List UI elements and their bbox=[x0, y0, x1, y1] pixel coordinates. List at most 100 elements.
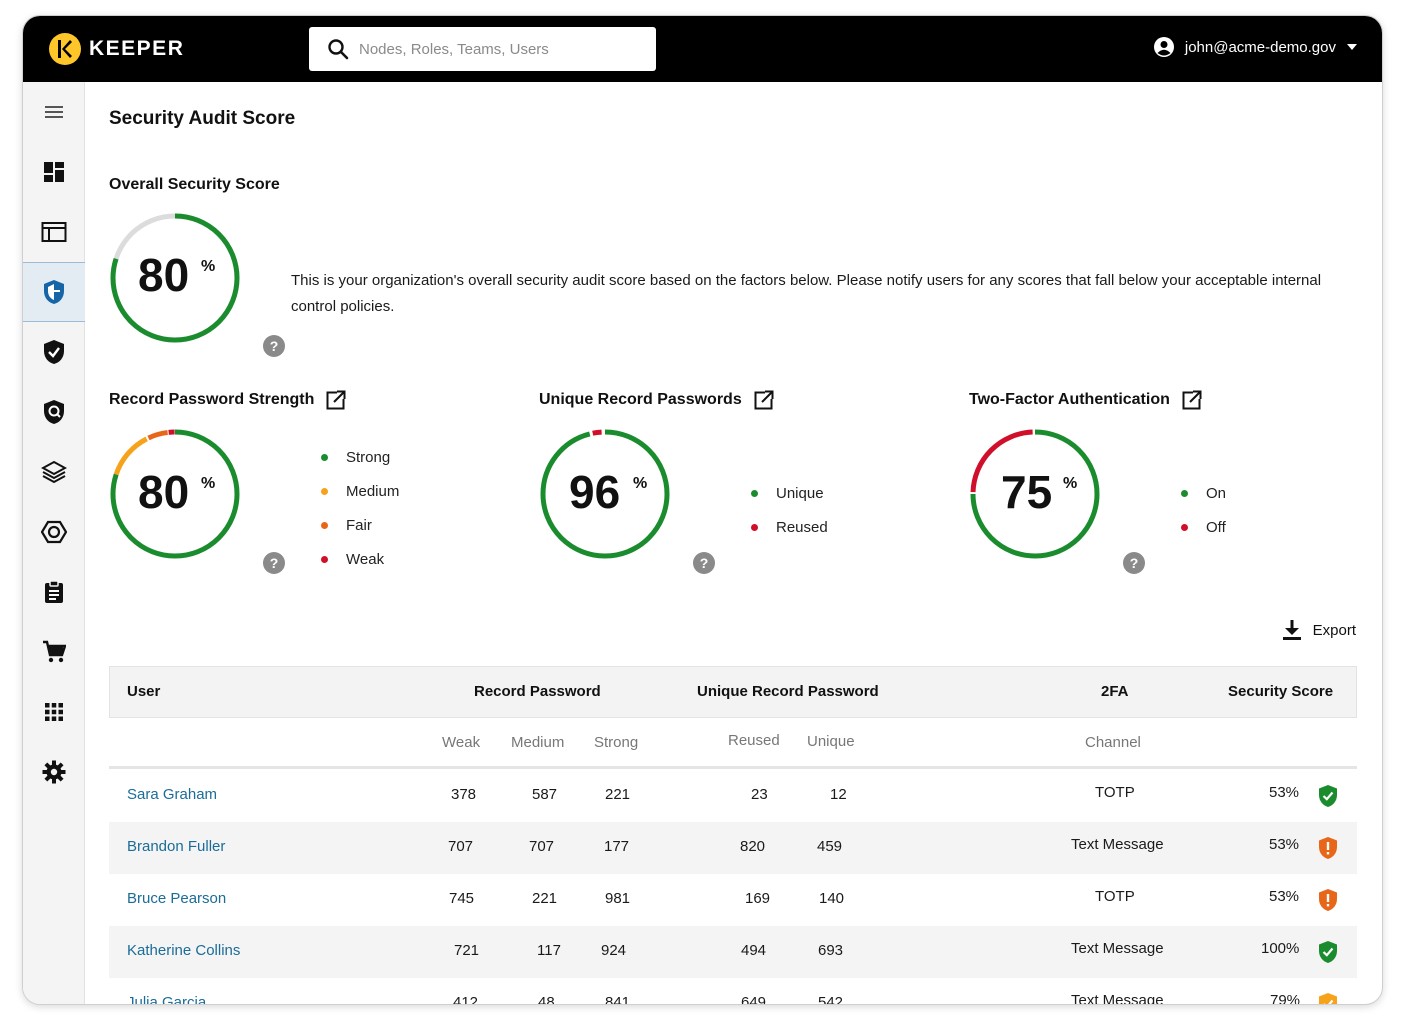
user-name-link[interactable]: Brandon Fuller bbox=[127, 838, 226, 855]
top-bar: KEEPER john@acme-demo.gov bbox=[23, 16, 1382, 82]
col-unique-record-password[interactable]: Unique Record Password bbox=[697, 683, 879, 700]
subcol-reused[interactable]: Reused bbox=[728, 732, 780, 749]
twofa-gauge: 75 % bbox=[969, 428, 1101, 560]
unique-passwords-help-icon[interactable]: ? bbox=[693, 552, 715, 574]
sidebar-item-layers[interactable] bbox=[23, 442, 85, 502]
table-row[interactable]: Julia Garcia 412 48 841 649 542 Text Mes… bbox=[109, 978, 1357, 1005]
card-unique-passwords-header: Unique Record Passwords bbox=[539, 390, 774, 410]
subcol-channel[interactable]: Channel bbox=[1085, 734, 1141, 751]
shield-alert-icon bbox=[1319, 837, 1337, 859]
keeper-logo[interactable]: KEEPER bbox=[49, 33, 184, 65]
legend-label: Off bbox=[1206, 518, 1226, 536]
main-content: Security Audit Score Overall Security Sc… bbox=[85, 82, 1382, 1005]
password-strength-ring bbox=[110, 429, 240, 559]
col-2fa[interactable]: 2FA bbox=[1101, 683, 1129, 700]
user-email: john@acme-demo.gov bbox=[1184, 38, 1336, 56]
col-record-password[interactable]: Record Password bbox=[474, 683, 601, 700]
strong-count: 221 bbox=[605, 786, 631, 803]
subcol-unique[interactable]: Unique bbox=[807, 733, 855, 750]
sidebar-item-store[interactable] bbox=[23, 622, 85, 682]
twofa-channel: Text Message bbox=[1071, 836, 1164, 853]
external-link-icon[interactable] bbox=[1182, 390, 1202, 410]
legend-dot bbox=[321, 487, 328, 495]
chevron-down-icon bbox=[1347, 44, 1357, 50]
sidebar-menu-toggle[interactable] bbox=[23, 82, 85, 142]
col-security-score[interactable]: Security Score bbox=[1228, 683, 1334, 700]
user-name-link[interactable]: Julia Garcia bbox=[127, 994, 207, 1005]
security-audit-icon bbox=[44, 280, 64, 304]
external-link-icon[interactable] bbox=[326, 390, 347, 410]
overall-score-gauge: 80 % bbox=[109, 212, 241, 344]
user-name-link[interactable]: Bruce Pearson bbox=[127, 890, 227, 907]
reports-icon bbox=[45, 580, 63, 603]
reused-count: 820 bbox=[740, 838, 766, 855]
unique-count: 140 bbox=[819, 890, 845, 907]
shield-check-icon bbox=[1319, 993, 1337, 1004]
export-label: Export bbox=[1312, 621, 1356, 639]
table-row[interactable]: Brandon Fuller 707 707 177 820 459 Text … bbox=[109, 822, 1357, 874]
unique-count: 459 bbox=[817, 838, 843, 855]
password-strength-legend: Strong Medium Fair Weak bbox=[321, 440, 399, 576]
subcol-weak[interactable]: Weak bbox=[442, 734, 481, 751]
card-unique-passwords-title: Unique Record Passwords bbox=[539, 391, 742, 408]
user-name-link[interactable]: Sara Graham bbox=[127, 786, 218, 803]
user-menu[interactable]: john@acme-demo.gov bbox=[1153, 36, 1358, 58]
sidebar-item-compliance[interactable] bbox=[23, 382, 85, 442]
legend-dot bbox=[321, 521, 328, 529]
sidebar-item-security-audit[interactable] bbox=[23, 262, 85, 322]
twofa-score: 75 bbox=[1001, 466, 1053, 518]
overall-description: This is your organization's overall secu… bbox=[291, 272, 1322, 315]
legend-weak: Weak bbox=[321, 542, 399, 576]
twofa-channel: Text Message bbox=[1071, 940, 1164, 957]
sidebar-item-integrations[interactable] bbox=[23, 502, 85, 562]
card-password-strength-title: Record Password Strength bbox=[109, 391, 315, 408]
sidebar-item-dashboard[interactable] bbox=[23, 142, 85, 202]
legend-unique: Unique bbox=[751, 476, 828, 510]
layers-icon bbox=[41, 460, 67, 484]
security-score: 53% bbox=[1269, 836, 1300, 853]
card-2fa-title: Two-Factor Authentication bbox=[969, 391, 1170, 408]
compliance-icon bbox=[44, 400, 64, 424]
table-row[interactable]: Katherine Collins 721 117 924 494 693 Te… bbox=[109, 926, 1357, 978]
export-button[interactable]: Export bbox=[1282, 620, 1356, 640]
unique-passwords-percent: % bbox=[633, 475, 648, 492]
integrations-icon bbox=[41, 520, 67, 544]
col-user[interactable]: User bbox=[127, 683, 161, 700]
apps-grid-icon bbox=[45, 703, 63, 721]
cart-icon bbox=[43, 640, 66, 663]
strong-count: 841 bbox=[605, 994, 631, 1005]
sidebar-item-reports[interactable] bbox=[23, 562, 85, 622]
subcol-strong[interactable]: Strong bbox=[594, 734, 639, 751]
card-password-strength-header: Record Password Strength bbox=[109, 390, 347, 410]
sidebar-item-admin[interactable] bbox=[23, 202, 85, 262]
subcol-medium[interactable]: Medium bbox=[511, 734, 565, 751]
settings-icon bbox=[42, 760, 66, 784]
user-name-link[interactable]: Katherine Collins bbox=[127, 942, 241, 959]
legend-dot bbox=[321, 453, 328, 461]
sidebar-item-settings[interactable] bbox=[23, 742, 85, 802]
external-link-icon[interactable] bbox=[754, 390, 774, 410]
twofa-help-icon[interactable]: ? bbox=[1123, 552, 1145, 574]
shield-check-icon bbox=[1319, 941, 1337, 963]
overall-score-heading: Overall Security Score bbox=[109, 176, 280, 193]
search-icon bbox=[328, 39, 349, 60]
sidebar-item-breachwatch[interactable] bbox=[23, 322, 85, 382]
strong-count: 924 bbox=[601, 942, 627, 959]
overall-help-icon[interactable]: ? bbox=[263, 335, 285, 357]
search-input[interactable] bbox=[359, 40, 629, 58]
table-row[interactable]: Bruce Pearson 745 221 981 169 140 TOTP 5… bbox=[109, 874, 1357, 926]
sidebar-item-apps[interactable] bbox=[23, 682, 85, 742]
app-window: KEEPER john@acme-demo.gov bbox=[22, 15, 1383, 1005]
search-box[interactable] bbox=[309, 27, 656, 71]
weak-count: 378 bbox=[451, 786, 477, 803]
strong-count: 177 bbox=[604, 838, 630, 855]
table-row[interactable]: Sara Graham 378 587 221 23 12 TOTP 53% bbox=[109, 770, 1357, 822]
weak-count: 721 bbox=[454, 942, 480, 959]
admin-console-icon bbox=[41, 222, 67, 242]
medium-count: 707 bbox=[529, 838, 555, 855]
legend-label: Unique bbox=[776, 484, 824, 502]
shield-check-icon bbox=[1319, 785, 1337, 807]
download-icon bbox=[1282, 620, 1301, 640]
legend-label: Fair bbox=[346, 516, 372, 534]
password-strength-help-icon[interactable]: ? bbox=[263, 552, 285, 574]
